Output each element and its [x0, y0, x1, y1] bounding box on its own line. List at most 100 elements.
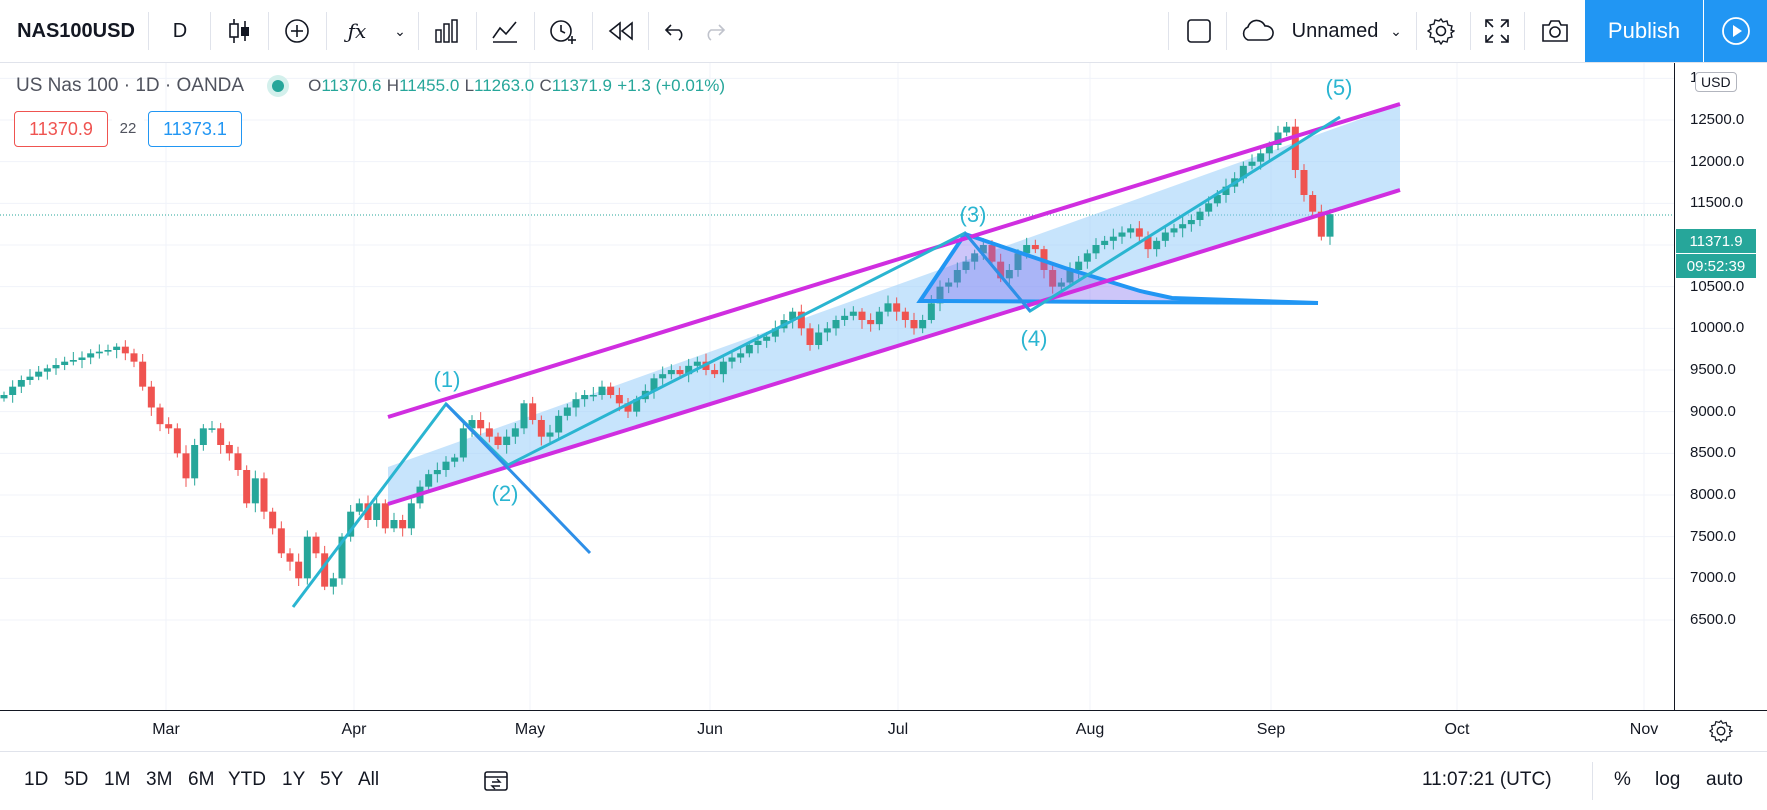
candle-body — [1049, 270, 1057, 287]
elliott-wave-line[interactable] — [291, 115, 1341, 608]
chevron-down-icon[interactable]: ⌄ — [394, 22, 406, 39]
time-axis-label: Aug — [1075, 721, 1105, 738]
candle-body — [1257, 153, 1265, 162]
spread-value: 22 — [112, 111, 144, 145]
price-chart[interactable]: (1) (2) (3) (4) (5) — [0, 63, 1674, 710]
undo-icon[interactable] — [660, 0, 690, 62]
date-range-calendar-icon[interactable] — [482, 752, 510, 808]
low-value: 11263.0 — [474, 76, 535, 95]
time-axis-label: Apr — [341, 721, 367, 738]
candle-body — [676, 370, 684, 375]
wave-label-4[interactable]: (4) — [1021, 326, 1048, 351]
candle-body — [1005, 270, 1013, 279]
triangle-pattern[interactable] — [916, 231, 1319, 305]
wave-label-2[interactable]: (2) — [492, 481, 519, 506]
wave-label-3[interactable]: (3) — [960, 202, 987, 227]
candle-body — [945, 282, 953, 287]
chevron-down-icon[interactable]: ⌄ — [1390, 22, 1402, 39]
interval-button[interactable]: D — [172, 19, 188, 42]
candle-body — [875, 311, 883, 325]
price-axis-label: 9500.0 — [1690, 361, 1736, 378]
range-button-1m[interactable]: 1M — [104, 769, 131, 790]
symbol-search-button[interactable]: NAS100USD — [17, 19, 135, 42]
wave-label-1[interactable]: (1) — [434, 367, 461, 392]
candle-body — [1326, 214, 1334, 237]
candle-body — [121, 346, 129, 354]
candle-body — [373, 503, 381, 520]
candle-body — [1014, 253, 1022, 270]
sell-price-button[interactable]: 11370.9 — [14, 111, 108, 147]
candle-body — [936, 286, 944, 304]
auto-scale-toggle[interactable]: auto — [1706, 769, 1743, 790]
candle-body — [901, 311, 909, 320]
time-axis-label: Jul — [887, 721, 909, 738]
correction-line[interactable] — [963, 232, 1032, 312]
templates-chart-icon[interactable] — [488, 0, 522, 62]
candle-body — [303, 536, 311, 579]
chart-settings-gear-icon[interactable] — [1674, 710, 1767, 751]
channel-upper-line[interactable] — [387, 102, 1401, 419]
candle-body — [511, 428, 519, 437]
series-title[interactable]: US Nas 100 · 1D · OANDA — [16, 75, 245, 96]
indicators-fx-icon[interactable]: ƒx — [347, 19, 367, 43]
replay-rewind-icon[interactable] — [604, 0, 638, 62]
time-axis[interactable]: Mar Apr May Jun Jul Aug Sep Oct Nov — [0, 710, 1674, 751]
candle-body — [468, 420, 476, 429]
channel-lower-line[interactable] — [387, 188, 1401, 506]
candle-body — [199, 428, 207, 445]
range-button-1y[interactable]: 1Y — [282, 769, 306, 790]
gear-icon[interactable] — [1424, 0, 1458, 62]
percent-scale-toggle[interactable]: % — [1614, 769, 1631, 790]
candle-body — [442, 461, 450, 470]
currency-badge[interactable]: USD — [1695, 72, 1737, 92]
candle-body — [667, 370, 675, 375]
log-scale-toggle[interactable]: log — [1655, 769, 1681, 790]
layout-name-button[interactable]: Unnamed — [1291, 19, 1379, 42]
market-status-dot-icon[interactable] — [272, 80, 285, 92]
play-icon — [1721, 17, 1750, 45]
chart-pane[interactable]: (1) (2) (3) (4) (5) — [0, 63, 1674, 710]
range-button-ytd[interactable]: YTD — [228, 769, 266, 790]
candle-body — [355, 503, 363, 512]
candle-body — [182, 453, 190, 479]
range-button-6m[interactable]: 6M — [188, 769, 215, 790]
candle-body — [459, 428, 467, 458]
alert-clock-icon[interactable] — [546, 0, 580, 62]
candle-body — [286, 553, 294, 562]
series-legend[interactable]: US Nas 100 · 1D · OANDA O 11370.6 H 11455.… — [16, 75, 725, 97]
range-button-3m[interactable]: 3M — [146, 769, 173, 790]
cloud-icon[interactable] — [1238, 0, 1276, 62]
candle-body — [563, 407, 571, 416]
candle-body — [823, 328, 831, 333]
wave-label-5[interactable]: (5) — [1326, 75, 1353, 100]
candle-body — [173, 428, 181, 454]
candle-body — [1161, 232, 1169, 241]
toolbar-divider — [418, 12, 419, 50]
candles-chart-type-icon[interactable] — [222, 0, 256, 62]
fullscreen-icon[interactable] — [1480, 0, 1514, 62]
financials-bars-icon[interactable] — [430, 0, 464, 62]
redo-icon[interactable] — [700, 0, 730, 62]
compare-add-icon[interactable] — [280, 0, 314, 62]
candle-body — [1274, 132, 1282, 145]
toolbar-divider — [534, 12, 535, 50]
toolbar-divider — [1592, 762, 1593, 800]
camera-icon[interactable] — [1538, 0, 1572, 62]
current-price-label: 11371.9 — [1676, 229, 1756, 253]
candle-body — [130, 353, 138, 362]
open-value: 11370.6 — [321, 76, 382, 95]
candle-body — [251, 478, 259, 504]
candle-body — [919, 320, 927, 329]
publish-button[interactable]: Publish — [1585, 0, 1703, 62]
buy-price-button[interactable]: 11373.1 — [148, 111, 242, 147]
range-button-1d[interactable]: 1D — [24, 769, 49, 790]
range-button-5d[interactable]: 5D — [64, 769, 89, 790]
price-axis[interactable] — [1674, 63, 1767, 710]
price-axis-label: 7500.0 — [1690, 527, 1736, 545]
play-replay-button[interactable] — [1704, 0, 1767, 62]
layout-square-icon[interactable] — [1184, 0, 1214, 62]
range-button-all[interactable]: All — [358, 769, 380, 790]
clock-timezone[interactable]: 11:07:21 (UTC) — [1422, 769, 1552, 790]
correction-line[interactable] — [444, 402, 592, 555]
range-button-5y[interactable]: 5Y — [320, 769, 344, 790]
